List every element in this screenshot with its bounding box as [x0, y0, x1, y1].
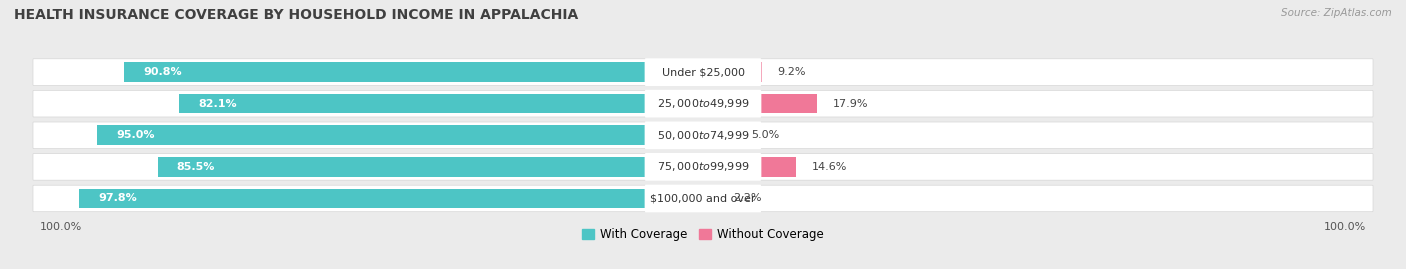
- Legend: With Coverage, Without Coverage: With Coverage, Without Coverage: [578, 223, 828, 246]
- Bar: [703, 62, 762, 82]
- Text: $100,000 and over: $100,000 and over: [650, 193, 756, 203]
- Text: 90.8%: 90.8%: [143, 67, 181, 77]
- Text: 100.0%: 100.0%: [39, 222, 82, 232]
- Text: 95.0%: 95.0%: [117, 130, 155, 140]
- Text: 17.9%: 17.9%: [834, 99, 869, 109]
- FancyBboxPatch shape: [644, 121, 762, 149]
- Text: 9.2%: 9.2%: [778, 67, 806, 77]
- FancyBboxPatch shape: [32, 185, 1374, 212]
- Text: 97.8%: 97.8%: [98, 193, 136, 203]
- Text: 82.1%: 82.1%: [198, 99, 238, 109]
- Bar: [703, 94, 817, 114]
- Bar: [124, 62, 703, 82]
- Text: Under $25,000: Under $25,000: [661, 67, 745, 77]
- Bar: [703, 157, 796, 177]
- Bar: [157, 157, 703, 177]
- Bar: [180, 94, 703, 114]
- Text: 2.2%: 2.2%: [733, 193, 762, 203]
- Text: 100.0%: 100.0%: [1324, 222, 1367, 232]
- Bar: [97, 126, 703, 145]
- Text: $75,000 to $99,999: $75,000 to $99,999: [657, 160, 749, 174]
- FancyBboxPatch shape: [32, 59, 1374, 85]
- FancyBboxPatch shape: [644, 58, 762, 86]
- Text: 85.5%: 85.5%: [177, 162, 215, 172]
- Text: HEALTH INSURANCE COVERAGE BY HOUSEHOLD INCOME IN APPALACHIA: HEALTH INSURANCE COVERAGE BY HOUSEHOLD I…: [14, 8, 578, 22]
- FancyBboxPatch shape: [644, 153, 762, 181]
- Text: $25,000 to $49,999: $25,000 to $49,999: [657, 97, 749, 110]
- Bar: [703, 126, 735, 145]
- Bar: [703, 189, 717, 208]
- Bar: [79, 189, 703, 208]
- FancyBboxPatch shape: [32, 154, 1374, 180]
- FancyBboxPatch shape: [32, 90, 1374, 117]
- Text: 5.0%: 5.0%: [751, 130, 779, 140]
- FancyBboxPatch shape: [644, 90, 762, 118]
- Text: 14.6%: 14.6%: [813, 162, 848, 172]
- FancyBboxPatch shape: [32, 122, 1374, 148]
- FancyBboxPatch shape: [644, 185, 762, 212]
- Text: $50,000 to $74,999: $50,000 to $74,999: [657, 129, 749, 142]
- Text: Source: ZipAtlas.com: Source: ZipAtlas.com: [1281, 8, 1392, 18]
